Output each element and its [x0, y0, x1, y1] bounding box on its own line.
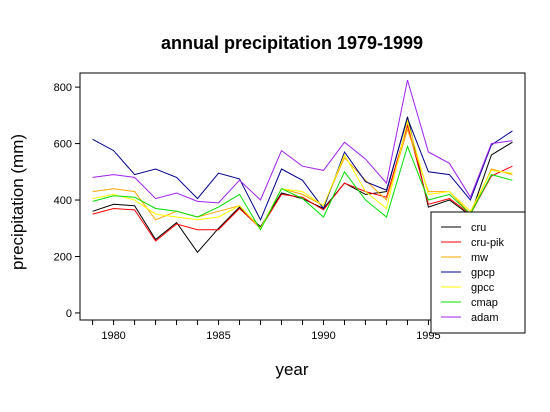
x-axis: 1980 1985 1990 1995 — [92, 320, 513, 342]
legend-label-cmap: cmap — [471, 297, 498, 309]
legend-label-adam: adam — [471, 312, 499, 324]
legend-label-gpcp: gpcp — [471, 267, 495, 279]
legend-box — [430, 211, 526, 334]
series-line-cmap — [92, 144, 513, 231]
legend-label-cru-pik: cru-pik — [471, 237, 505, 249]
series-group — [92, 79, 513, 254]
series-line-adam — [92, 79, 513, 204]
x-tick-label: 1985 — [206, 330, 230, 342]
x-tick-label: 1990 — [311, 330, 335, 342]
legend-label-cru: cru — [471, 222, 486, 234]
y-axis-label: precipitation (mm) — [8, 134, 27, 270]
y-tick-label: 600 — [54, 139, 72, 151]
y-axis: 0 200 400 600 800 — [54, 82, 80, 320]
y-tick-label: 400 — [54, 195, 72, 207]
series-line-gpcp — [92, 116, 513, 221]
y-tick-label: 0 — [66, 308, 72, 320]
series-line-mw — [92, 127, 513, 230]
x-axis-label: year — [275, 360, 308, 379]
y-tick-label: 800 — [54, 82, 72, 94]
legend: cru cru-pik mw gpcp gpcc cmap adam — [430, 211, 526, 334]
legend-label-gpcc: gpcc — [471, 282, 495, 294]
series-line-gpcc — [92, 119, 513, 230]
y-tick-label: 200 — [54, 251, 72, 263]
chart-title: annual precipitation 1979-1999 — [161, 33, 423, 53]
series-line-cru-pik — [92, 123, 513, 242]
x-tick-label: 1980 — [101, 330, 125, 342]
legend-label-mw: mw — [471, 252, 488, 264]
